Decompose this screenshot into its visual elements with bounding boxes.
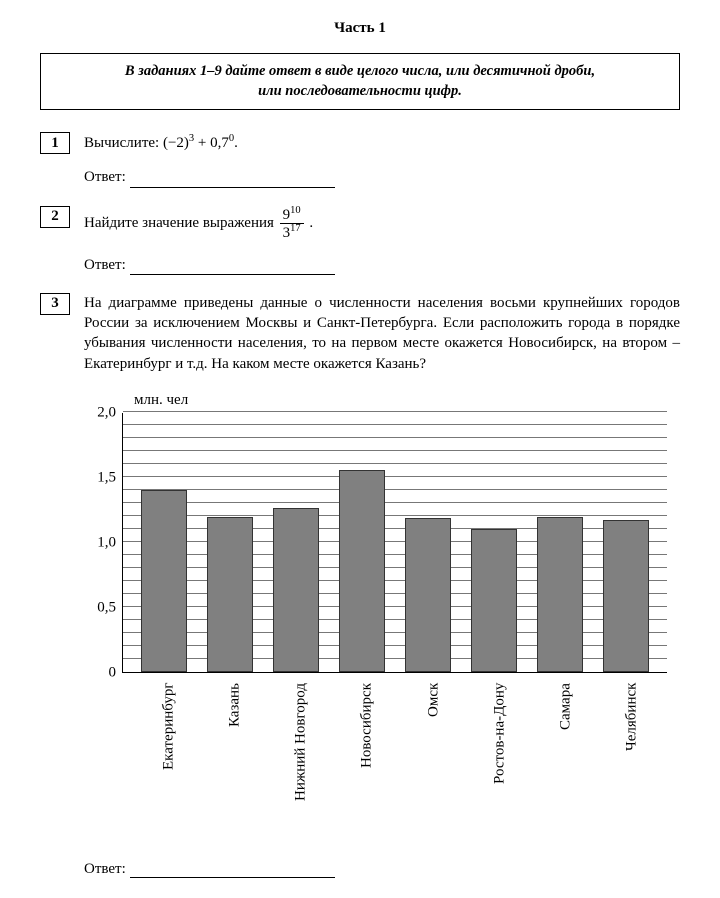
task-2-suffix: .: [306, 215, 314, 231]
x-tick-label: Челябинск: [609, 683, 655, 843]
task-body: Найдите значение выражения 910317 . Отве…: [84, 206, 680, 275]
task-1-prefix: Вычислите:: [84, 135, 163, 151]
y-tick-label: 0: [109, 664, 117, 681]
task-3: 3 На диаграмме приведены данные о числен…: [40, 293, 680, 374]
bar: [471, 529, 517, 672]
instruction-line-1: В заданиях 1–9 дайте ответ в виде целого…: [125, 63, 595, 79]
bar: [273, 508, 319, 672]
y-tick-label: 1,5: [97, 469, 116, 486]
answer-line: Ответ:: [84, 255, 680, 275]
y-ticks: 2,01,51,00,50: [84, 413, 122, 673]
instruction-line-2: или последовательности цифр.: [258, 83, 462, 99]
bar: [537, 517, 583, 672]
x-labels: Екатеринбург Казань Нижний Новгород Новосиб…: [128, 683, 673, 843]
fraction-num: 910: [280, 206, 304, 224]
task-2: 2 Найдите значение выражения 910317 . От…: [40, 206, 680, 275]
x-tick-label: Новосибирск: [344, 683, 390, 843]
y-axis-label: млн. чел: [134, 392, 680, 409]
task-2-prefix: Найдите значение выражения: [84, 215, 278, 231]
answer-label: Ответ:: [84, 861, 126, 878]
x-tick-label: Омск: [411, 683, 457, 843]
chart-plot: [122, 413, 667, 673]
task-number: 2: [40, 206, 70, 228]
task-body: На диаграмме приведены данные о численно…: [84, 293, 680, 374]
answer-blank[interactable]: [130, 258, 335, 275]
x-tick-label: Самара: [543, 683, 589, 843]
task-number: 3: [40, 293, 70, 315]
fraction-den: 317: [280, 224, 304, 241]
y-tick-label: 0,5: [97, 599, 116, 616]
instruction-box: В заданиях 1–9 дайте ответ в виде целого…: [40, 53, 680, 110]
fraction: 910317: [280, 206, 304, 241]
bar: [405, 518, 451, 671]
answer-blank[interactable]: [130, 171, 335, 188]
task-number: 1: [40, 132, 70, 154]
x-tick-label: Нижний Новгород: [278, 683, 324, 843]
bar: [603, 520, 649, 672]
plot-outer: [122, 413, 667, 673]
answer-blank[interactable]: [130, 861, 335, 878]
y-tick-label: 2,0: [97, 404, 116, 421]
answer-line: Ответ:: [84, 861, 680, 878]
task-body: Вычислите: (−2)3 + 0,70. Ответ:: [84, 132, 680, 188]
bar: [207, 517, 253, 672]
answer-label: Ответ:: [84, 255, 126, 275]
bar: [141, 490, 187, 672]
y-tick-label: 1,0: [97, 534, 116, 551]
task-3-text: На диаграмме приведены данные о численно…: [84, 295, 680, 372]
bar: [339, 470, 385, 672]
part-title: Часть 1: [40, 20, 680, 37]
x-tick-label: Ростов-на-Дону: [477, 683, 523, 843]
chart-block: млн. чел 2,0 1,5 1,0 0,5 0 Екатеринбург Казан…: [84, 392, 680, 843]
x-tick-label: Казань: [212, 683, 258, 843]
task-1-expr: (−2)3 + 0,70.: [163, 135, 238, 151]
x-tick-label: Екатеринбург: [146, 683, 192, 843]
task-1: 1 Вычислите: (−2)3 + 0,70. Ответ:: [40, 132, 680, 188]
gridline: [123, 411, 667, 412]
answer-line: Ответ:: [84, 167, 680, 187]
bars-container: [123, 413, 667, 672]
chart-wrap: 2,01,51,00,50: [84, 413, 680, 673]
answer-label: Ответ:: [84, 167, 126, 187]
